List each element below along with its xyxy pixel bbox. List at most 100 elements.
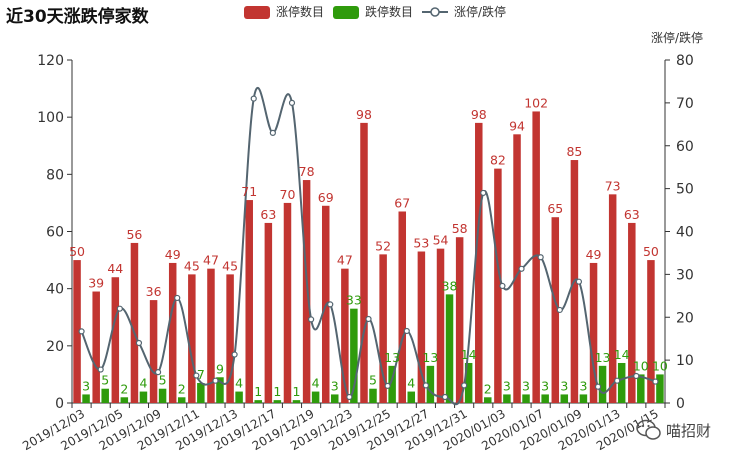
watermark-text: 喵招财 [666,422,712,440]
y-left-tick-label: 100 [37,110,64,126]
ratio-point [346,393,353,401]
data-label-limit-up: 50 [643,244,659,259]
data-label-limit-down: 13 [422,350,438,365]
bar-limit-up [188,274,196,403]
ratio-point [499,282,506,290]
data-label-limit-down: 10 [633,358,649,373]
y-right-tick-label: 30 [676,267,694,283]
bar-limit-down [560,394,569,403]
bar-limit-up [628,222,636,403]
ratio-point [614,377,621,384]
data-label-limit-down: 13 [595,350,611,365]
bar-limit-down [464,362,473,403]
data-label-limit-up: 102 [524,95,548,110]
data-label-limit-up: 47 [203,253,219,268]
ratio-point [308,316,315,323]
bar-limit-up [608,194,617,403]
legend-label-limit-down: 跌停数目 [365,5,414,19]
bar-limit-down [522,394,530,403]
bar-limit-down [120,397,129,403]
data-label-limit-down: 3 [82,378,90,393]
bar-limit-up [360,122,368,403]
bar-limit-down [311,391,320,403]
data-label-limit-down: 3 [541,378,549,393]
bar-limit-down [656,374,664,403]
ratio-point [231,351,238,358]
ratio-point [116,305,123,312]
y-right-axis-label: 涨停/跌停 [651,30,703,45]
legend-label-limit-up: 涨停数目 [276,5,325,19]
data-label-limit-down: 2 [178,381,186,396]
bar-limit-down [292,400,301,403]
bar-limit-down [216,377,224,403]
bar-limit-up [130,242,139,403]
ratio-point [327,301,334,308]
data-label-limit-up: 73 [605,178,621,193]
data-label-limit-down: 7 [197,367,205,382]
data-label-limit-down: 5 [159,373,167,388]
data-label-limit-up: 56 [126,227,142,242]
data-label-limit-up: 82 [490,153,506,168]
data-label-limit-down: 2 [484,381,492,396]
ratio-point [575,278,583,285]
ratio-point [594,383,602,390]
bar-limit-up [168,262,177,403]
bar-limit-down [637,374,645,403]
bar-limit-down [158,388,167,403]
bar-limit-up [264,222,273,403]
data-label-limit-down: 5 [369,373,377,388]
y-left-tick-label: 20 [46,339,64,355]
ratio-point [652,378,659,385]
data-label-limit-up: 49 [165,247,181,262]
legend-swatch-limit-down [333,6,359,19]
bar-limit-down [617,362,626,403]
data-label-limit-up: 47 [337,253,353,268]
ratio-point [174,294,181,302]
bar-limit-up [73,260,81,403]
y-right-tick-label: 20 [676,310,694,326]
ratio-point [269,129,276,136]
y-right-tick-label: 70 [676,96,694,112]
y-right-tick-label: 40 [676,225,694,241]
bar-limit-up [551,217,560,403]
legend-label-ratio: 涨停/跌停 [454,5,507,19]
bar-limit-down [484,397,492,403]
data-label-limit-up: 44 [107,261,123,276]
bar-limit-up [455,237,464,403]
bar-limit-up [436,248,445,403]
bar-limit-down [177,397,186,403]
bar-limit-up [283,202,292,403]
data-label-limit-up: 53 [413,236,429,251]
data-label-limit-down: 13 [384,350,400,365]
watermark: 喵招财 [636,418,746,442]
bar-limit-down [369,388,377,403]
bar-limit-down [388,365,396,403]
y-right-tick-label: 10 [676,353,694,369]
bar-limit-up [475,122,483,403]
data-label-limit-down: 1 [273,384,281,399]
legend-swatch-limit-up [244,6,270,19]
bar-limit-down [445,294,454,403]
bar-limit-up [341,268,349,403]
bar-limit-up [245,200,253,403]
ratio-point [633,372,640,380]
data-label-limit-up: 54 [433,233,449,248]
data-label-limit-down: 38 [442,278,458,293]
bar-limit-up [398,211,407,403]
ratio-point [384,382,391,389]
bar-limit-down [426,365,435,403]
y-right-tick-label: 60 [676,139,694,155]
data-label-limit-up: 36 [146,284,162,299]
bar-limit-down [254,400,262,403]
data-label-limit-up: 63 [624,207,640,222]
ratio-point [537,254,544,261]
ratio-point [518,265,525,272]
data-label-limit-down: 1 [254,384,262,399]
bar-limit-down [235,391,243,403]
bar-limit-down [579,394,588,403]
bar-limit-up [302,180,311,403]
legend: 涨停数目 跌停数目 涨停/跌停 [0,4,750,22]
data-label-limit-up: 39 [88,276,104,291]
data-label-limit-up: 69 [318,190,334,205]
bar-limit-up [149,300,158,403]
